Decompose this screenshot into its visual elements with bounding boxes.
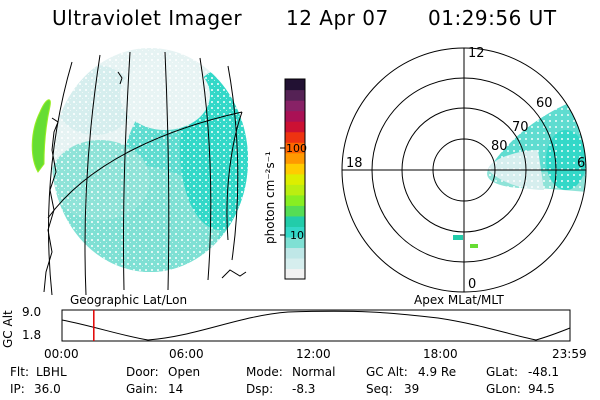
color-bar-cell [285, 236, 305, 249]
color-bar-cell [285, 152, 305, 164]
color-bar-cell [285, 173, 305, 185]
seq-label: Seq: [366, 382, 393, 396]
mlat-label-60: 60 [536, 96, 553, 111]
color-bar [280, 78, 306, 280]
color-bar-cell [285, 131, 305, 143]
color-bar-cell [285, 226, 305, 238]
gc-alt-info: GC Alt: 4.9 Re [366, 365, 456, 379]
glat-value: -48.1 [528, 365, 560, 379]
altitude-timeline [61, 309, 571, 342]
color-bar-cell [285, 100, 305, 112]
ip-info: IP: 36.0 [10, 382, 61, 396]
color-bar-cell [285, 268, 305, 280]
colorbar-unit-label: photon cm⁻²s⁻¹ [263, 151, 277, 244]
geographic-image [31, 48, 248, 295]
time-tick-2359: 23:59 [552, 347, 587, 361]
seq-value: 39 [404, 382, 420, 396]
mode-value: Normal [292, 365, 336, 379]
glat-label: GLat: [486, 365, 519, 379]
door-label: Door: [126, 365, 159, 379]
color-bar-frame [284, 78, 306, 280]
door-value: Open [168, 365, 201, 379]
emission-disk [52, 48, 248, 272]
seq-info: Seq: 39 [366, 382, 419, 396]
mlat-label-80: 80 [491, 139, 508, 154]
color-bar-cell [285, 89, 305, 101]
altitude-tick-min: 1.8 [22, 328, 42, 342]
time-tick-0000: 00:00 [44, 347, 79, 361]
timeline-frame [61, 309, 571, 342]
gain-label: Gain: [126, 382, 158, 396]
apex-panel-label: Apex MLat/MLT [414, 293, 504, 307]
color-bar-cell [285, 142, 305, 154]
glon-info: GLon: 94.5 [486, 382, 555, 396]
color-bar-cell [285, 79, 305, 91]
mode-info: Mode: Normal [246, 365, 335, 379]
mlat-label-70: 70 [512, 120, 529, 135]
altitude-tick-max: 9.0 [22, 305, 42, 319]
ip-value: 36.0 [34, 382, 61, 396]
color-bar-cells [285, 79, 305, 280]
glon-value: 94.5 [528, 382, 555, 396]
dsp-value: -8.3 [292, 382, 316, 396]
color-bar-cell [285, 257, 305, 270]
time-tick-1200: 12:00 [296, 347, 331, 361]
mlt-label-6: 6 [577, 156, 586, 171]
mode-label: Mode: [246, 365, 283, 379]
geographic-panel-label: Geographic Lat/Lon [70, 293, 188, 307]
dsp-label: Dsp: [246, 382, 274, 396]
mlt-label-12: 12 [468, 46, 485, 61]
door-info: Door: Open [126, 365, 200, 379]
filter-value: LBHL [36, 365, 67, 379]
gain-info: Gain: 14 [126, 382, 183, 396]
time-tick-0600: 06:00 [169, 347, 204, 361]
coastline [43, 71, 247, 293]
time-tick-1800: 18:00 [423, 347, 458, 361]
color-bar-cell [285, 215, 305, 227]
color-bar-cell [285, 205, 305, 217]
color-bar-cell [285, 110, 305, 122]
mlt-label-18: 18 [346, 156, 363, 171]
colorbar-tick-100: 100 [286, 142, 307, 155]
gc-alt-label: GC Alt: [366, 365, 408, 379]
color-bar-cell [285, 121, 305, 133]
altitude-axis-label: GC Alt [1, 310, 15, 348]
mlt-label-0: 0 [468, 277, 477, 292]
color-bar-cell [285, 163, 305, 175]
glon-label: GLon: [486, 382, 521, 396]
ip-label: IP: [10, 382, 25, 396]
altitude-curve [61, 310, 571, 341]
latitude-line [47, 111, 243, 219]
gc-alt-value: 4.9 Re [418, 365, 457, 379]
color-bar-cell [285, 194, 305, 206]
color-bar-cell [285, 247, 305, 259]
observation-time: 01:29:56 UT [428, 6, 557, 30]
instrument-title: Ultraviolet Imager [52, 6, 243, 30]
filter-info: Flt: LBHL [10, 365, 67, 379]
observation-date: 12 Apr 07 [286, 6, 389, 30]
emission-patch [470, 244, 478, 248]
colorbar-tick-10: 10 [290, 229, 304, 242]
filter-label: Flt: [10, 365, 29, 379]
emission-patch [453, 235, 463, 240]
auroral-arc [31, 99, 51, 173]
gain-value: 14 [168, 382, 184, 396]
polar-plot [341, 47, 587, 293]
dsp-info: Dsp: -8.3 [246, 382, 315, 396]
polar-grid [341, 47, 587, 293]
glat-info: GLat: -48.1 [486, 365, 559, 379]
color-bar-cell [285, 184, 305, 196]
